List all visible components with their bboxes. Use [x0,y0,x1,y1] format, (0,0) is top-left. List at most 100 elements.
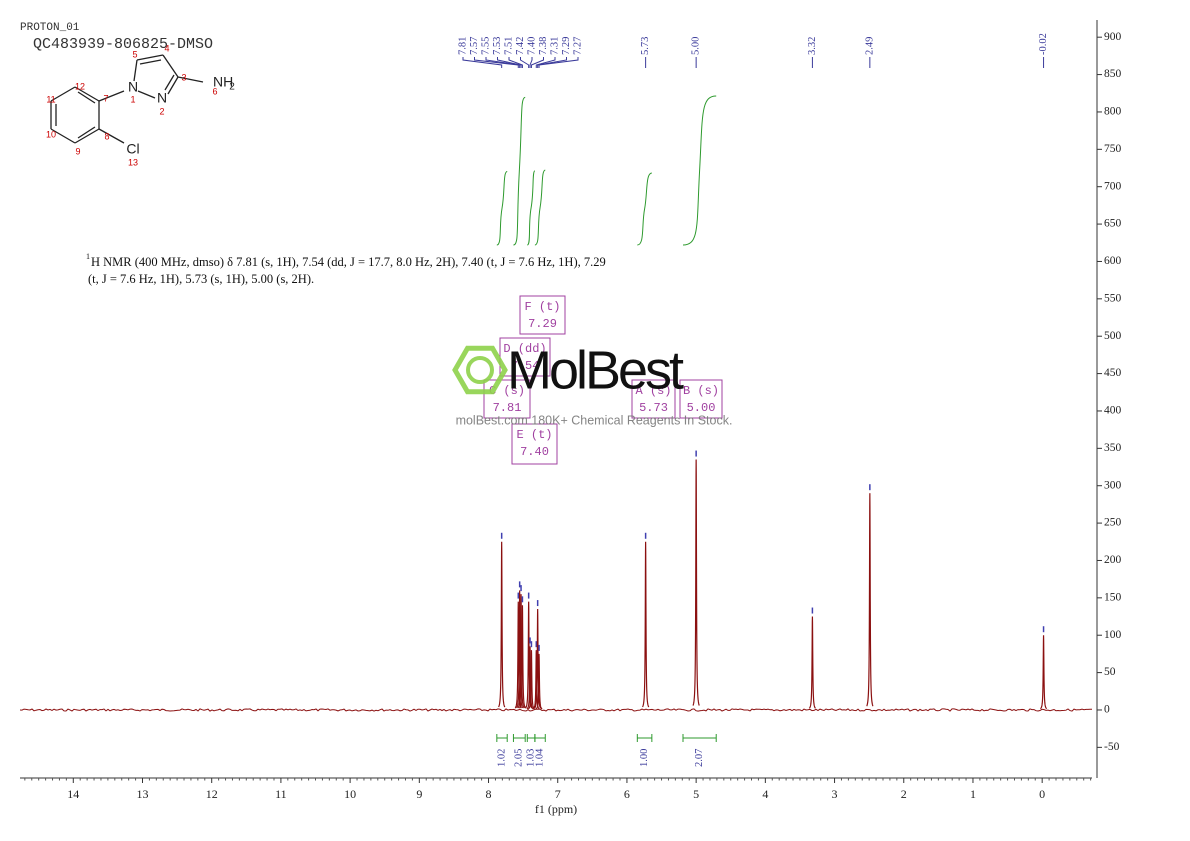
peak-label-leader [538,57,579,68]
atom-label: 10 [46,129,56,139]
peak-label-leader [508,57,523,68]
description-superscript: 1 [86,252,90,261]
x-axis-label: f1 (ppm) [535,802,577,816]
x-tick-label: 4 [762,787,768,801]
integral-label: 2.05 [514,749,525,767]
y-tick-label: 550 [1104,292,1122,304]
integral-curve [534,169,546,246]
peak-label-leader [485,57,521,68]
atom-label: 7 [103,93,108,103]
peak-label: -0.02 [1038,33,1049,55]
molecule-bonds [50,54,204,144]
y-tick-label: 0 [1104,704,1110,716]
y-tick-label: 400 [1104,405,1122,417]
y-tick-label: 750 [1104,143,1122,155]
y-tick-label: 900 [1104,31,1122,43]
y-tick-label: 850 [1104,68,1122,80]
multiplet-label: D (dd) [503,342,546,356]
multiplet-box [483,379,531,419]
x-tick-label: 6 [624,787,630,801]
multiplet-box [519,295,566,335]
multiplet-box [511,423,558,465]
integral-curve [513,96,526,246]
y-tick-label: 50 [1104,666,1116,678]
peak-label: 3.32 [807,37,818,55]
y-tick-label: 450 [1104,367,1122,379]
multiplet-label: F (t) [524,300,560,314]
atom-label: 6 [212,86,217,96]
integral-curve [526,170,536,246]
x-tick-label: 12 [206,787,218,801]
atom-label: 3 [181,72,186,82]
integral-label: 1.03 [525,749,536,767]
x-tick-label: 1 [970,787,976,801]
x-tick-label: 8 [486,787,492,801]
atom-label: 12 [75,81,85,91]
atom-label: 13 [128,157,138,167]
peak-label: 7.27 [572,37,583,55]
y-tick-label: 350 [1104,442,1122,454]
y-tick-label: 600 [1104,255,1122,267]
multiplet-shift: 7.40 [520,445,549,459]
peak [534,609,542,709]
multiplet-shift: 5.73 [639,401,668,415]
peak-label: 2.49 [864,37,875,55]
peak [641,541,650,708]
atom-label: N [157,90,167,106]
integral-curve [682,95,717,246]
peak-label: 7.40 [526,37,537,55]
peak [516,590,524,709]
description-line: H NMR (400 MHz, dmso) δ 7.81 (s, 1H), 7.… [91,255,606,269]
peak-label: 7.57 [469,37,480,55]
y-tick-label: 800 [1104,106,1122,118]
y-tick-label: 150 [1104,591,1122,603]
peak-label-leader [529,57,533,68]
y-tick-label: 300 [1104,479,1122,491]
x-tick-label: 7 [555,787,561,801]
y-tick-label: 650 [1104,218,1122,230]
atom-label: 2 [229,82,235,93]
multiplet-box [631,379,676,419]
atom-label: 5 [132,49,137,59]
atom-label: N [128,79,138,95]
peak [525,601,533,709]
peak-label: 7.51 [503,37,514,55]
watermark-logo-ring [466,356,494,384]
atom-label: Cl [126,141,139,157]
multiplet-shift: 7.29 [528,317,557,331]
atom-label: 11 [46,94,55,104]
multiplet-box [679,379,723,419]
peak [498,541,506,708]
peak [535,653,543,710]
peak [866,493,874,707]
integral-label: 1.04 [534,748,545,767]
x-tick-label: 5 [693,787,699,801]
peak-label-leader [530,57,544,68]
atom-label: 1 [130,94,135,104]
x-tick-label: 11 [275,787,287,801]
atom-label: 9 [75,146,80,156]
atom-label: 2 [159,106,164,116]
multiplet-shift: 5.00 [687,401,716,415]
y-tick-label: 200 [1104,554,1122,566]
peak-label-leader [474,57,519,68]
peak-label: 7.55 [480,37,491,55]
peak-label: 5.00 [691,37,702,55]
x-tick-label: 0 [1039,787,1045,801]
baseline [19,708,1092,712]
multiplet-label: B (s) [683,384,719,398]
peak-label: 5.73 [640,37,651,55]
integral-curve [496,171,508,246]
y-tick-label: -50 [1104,741,1120,753]
peak-label: 7.29 [561,37,572,55]
x-tick-label: 10 [344,787,356,801]
y-tick-label: 500 [1104,330,1122,342]
experiment-name: PROTON_01 [20,22,80,34]
multiplet-shift: 7.81 [493,401,522,415]
peak-label: 7.42 [515,37,526,55]
y-tick-label: 700 [1104,180,1122,192]
peak-label-leader [535,57,556,68]
integral-label: 1.00 [639,749,650,767]
